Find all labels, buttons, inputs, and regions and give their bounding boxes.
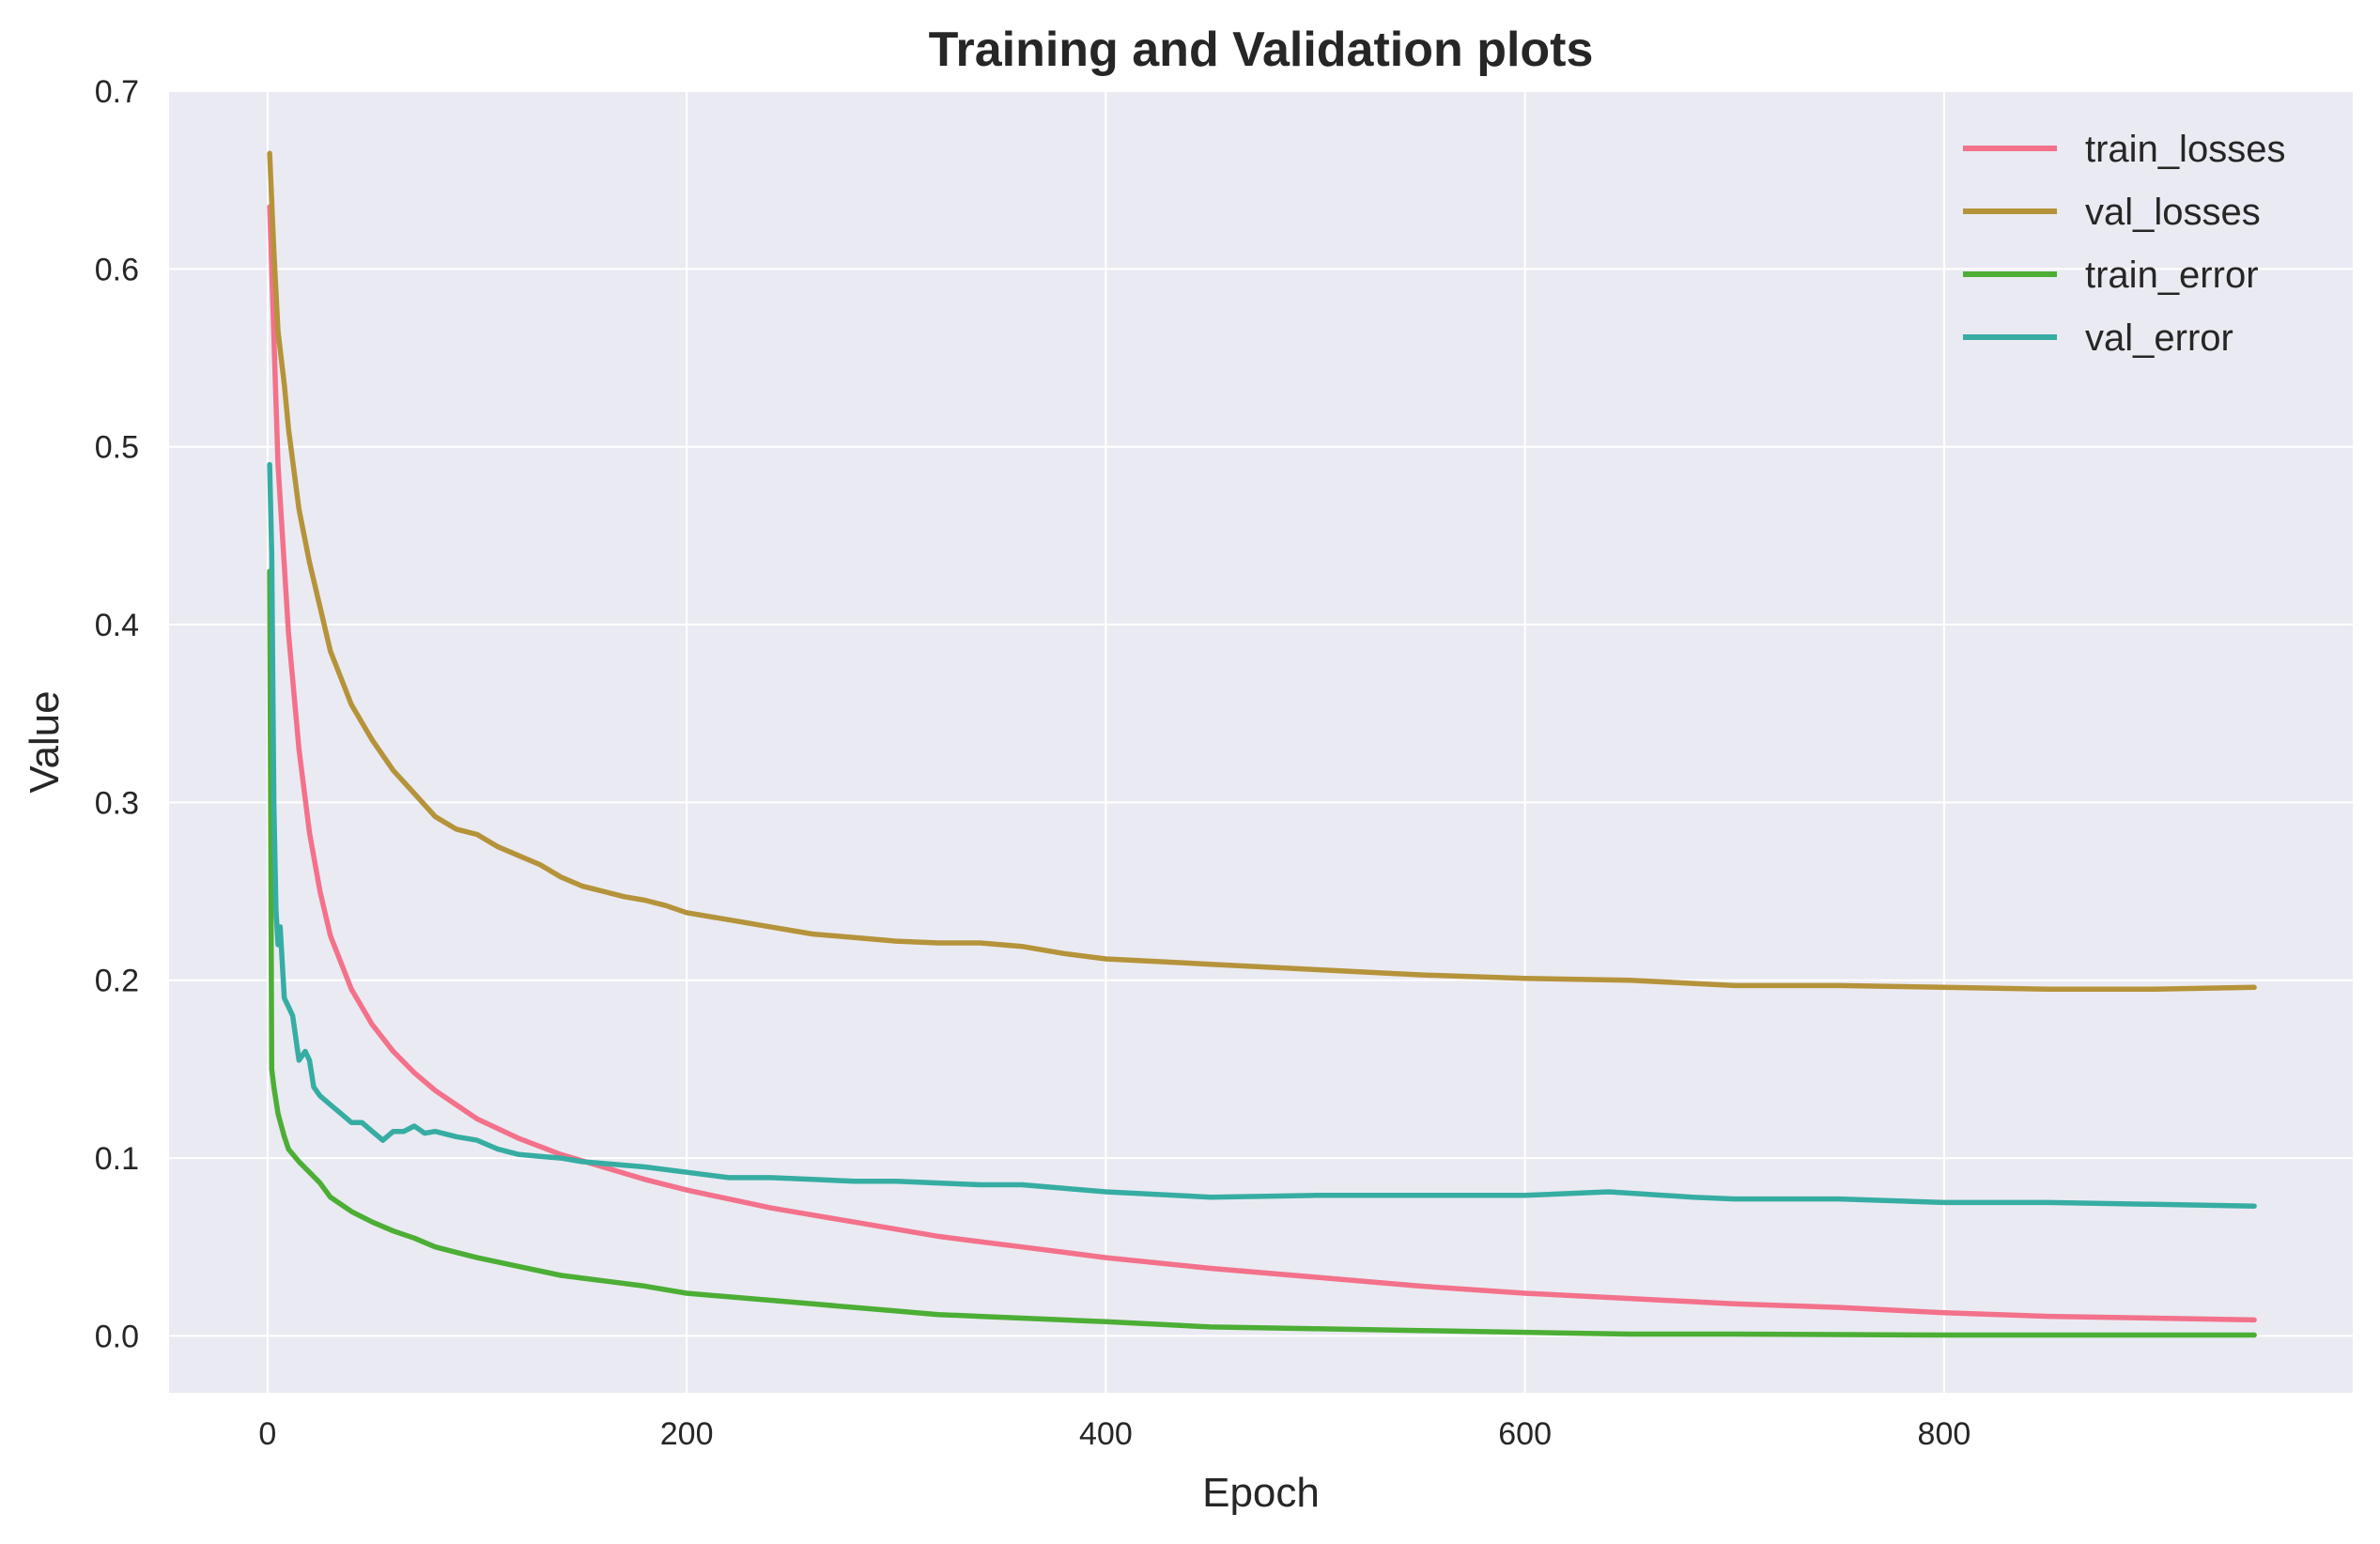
series-line-train_error bbox=[267, 568, 2257, 1338]
y-tick-label: 0.0 bbox=[95, 1319, 139, 1354]
y-tick-label: 0.2 bbox=[95, 964, 139, 999]
x-tick-label: 600 bbox=[1498, 1416, 1552, 1452]
y-ticks: 0.0 0.1 0.2 0.3 0.4 0.5 0.6 0.7 bbox=[95, 74, 139, 1354]
y-tick-label: 0.5 bbox=[95, 430, 139, 466]
legend-label: val_losses bbox=[2085, 192, 2261, 233]
y-tick-label: 0.4 bbox=[95, 608, 139, 643]
x-axis-label: Epoch bbox=[1202, 1470, 1320, 1516]
legend-label: train_error bbox=[2085, 255, 2259, 296]
series-line-train_losses bbox=[267, 204, 2257, 1323]
legend-label: val_error bbox=[2085, 317, 2233, 359]
legend-label: train_losses bbox=[2085, 129, 2285, 170]
series-line-val_error bbox=[267, 461, 2257, 1209]
x-tick-label: 400 bbox=[1079, 1416, 1133, 1452]
x-tick-label: 0 bbox=[258, 1416, 276, 1452]
x-ticks: 0 200 400 600 800 bbox=[258, 1416, 1970, 1452]
x-tick-label: 200 bbox=[660, 1416, 714, 1452]
y-tick-label: 0.7 bbox=[95, 74, 139, 110]
series-line-val_losses bbox=[267, 150, 2257, 992]
y-tick-label: 0.6 bbox=[95, 252, 139, 287]
plot-area bbox=[169, 91, 2353, 1393]
legend: train_losses val_losses train_error val_err… bbox=[1963, 129, 2285, 359]
chart-title: Training and Validation plots bbox=[929, 23, 1594, 77]
y-axis-label: Value bbox=[22, 690, 68, 793]
series-layer bbox=[267, 150, 2257, 1338]
y-tick-label: 0.1 bbox=[95, 1141, 139, 1177]
grid bbox=[169, 90, 2353, 1393]
y-tick-label: 0.3 bbox=[95, 785, 139, 821]
x-tick-label: 800 bbox=[1918, 1416, 1971, 1452]
